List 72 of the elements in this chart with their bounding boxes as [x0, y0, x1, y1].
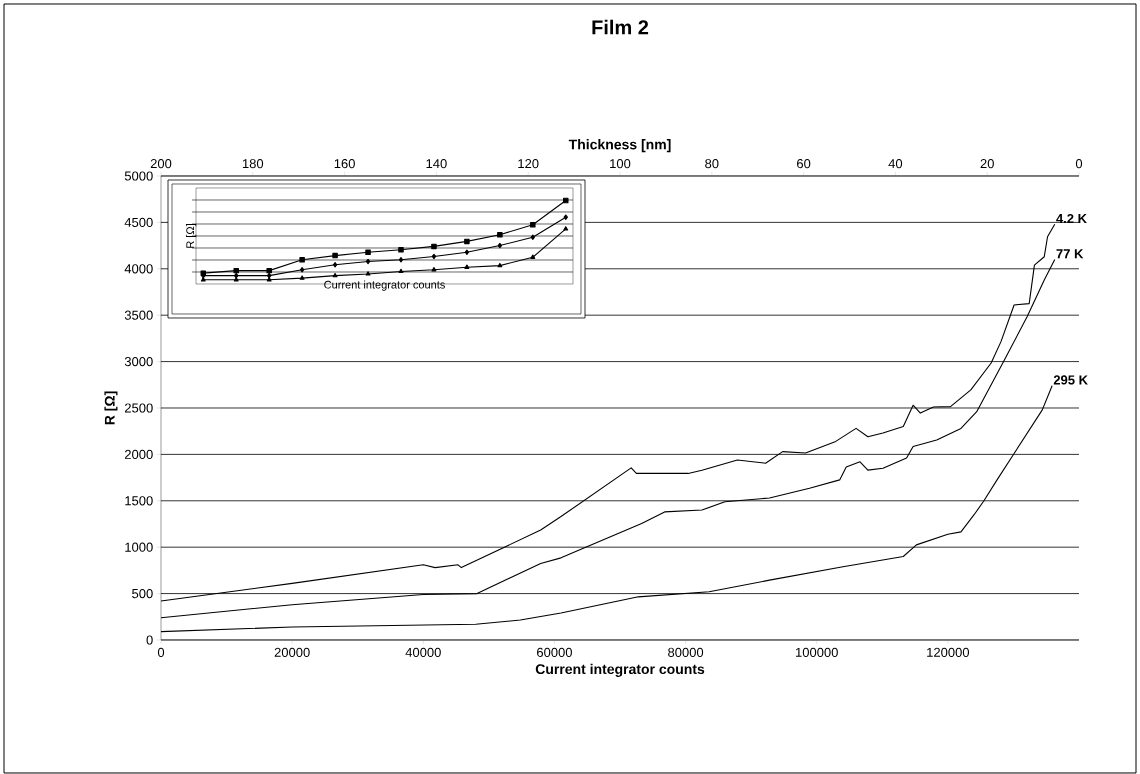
- point: [332, 272, 338, 278]
- series-label: 77 K: [1056, 249, 1084, 259]
- point: [431, 253, 437, 260]
- x-tick-label: 100000: [796, 647, 838, 657]
- point: [497, 242, 503, 249]
- x2-tick-label: 40: [888, 159, 903, 169]
- y-tick-label: 1500: [125, 496, 153, 506]
- chart-title: Film 2: [592, 19, 649, 35]
- y-tick-label: 3500: [124, 310, 153, 320]
- x2-tick-label: 0: [1075, 159, 1083, 169]
- x2-tick-label: 160: [334, 159, 355, 169]
- point: [530, 234, 535, 240]
- x-axis-title: Current integrator counts: [535, 663, 705, 677]
- point: [464, 249, 470, 255]
- point: [266, 267, 272, 274]
- series-label: 4.2 K: [1056, 213, 1087, 224]
- point: [398, 257, 404, 263]
- y-axis-title: R [Ω]: [185, 224, 197, 248]
- x-tick-label: 120000: [927, 647, 970, 657]
- point: [497, 231, 503, 238]
- y-tick-label: 4000: [124, 264, 153, 274]
- x2-tick-label: 60: [797, 159, 811, 169]
- point: [431, 267, 437, 272]
- y-tick-label: 0: [146, 635, 153, 645]
- x2-axis-title: Thickness [nm]: [568, 139, 671, 153]
- point: [266, 272, 272, 279]
- x-tick-label: 80000: [668, 647, 704, 657]
- x-tick-label: 0: [157, 647, 165, 657]
- point: [530, 221, 536, 228]
- point: [365, 258, 371, 265]
- point: [563, 197, 569, 204]
- point: [233, 277, 239, 282]
- point: [365, 249, 371, 255]
- y-tick-label: 2500: [124, 403, 153, 413]
- y-tick-label: 5000: [124, 171, 153, 181]
- point: [299, 267, 305, 273]
- x2-tick-label: 140: [426, 159, 447, 169]
- point: [299, 257, 305, 263]
- y-tick-label: 1000: [125, 542, 153, 552]
- y-tick-label: 500: [132, 588, 153, 599]
- point: [233, 267, 239, 274]
- point: [234, 272, 239, 279]
- point: [398, 247, 404, 253]
- point: [530, 254, 536, 259]
- x2-tick-label: 120: [518, 159, 539, 169]
- y-axis-title: R [Ω]: [104, 391, 118, 425]
- series-label: 295 K: [1053, 375, 1088, 385]
- point: [332, 252, 338, 259]
- point: [266, 277, 272, 282]
- y-tick-label: 4500: [124, 217, 153, 227]
- point: [497, 262, 503, 268]
- point: [464, 238, 470, 245]
- x-tick-label: 20000: [274, 647, 310, 657]
- x-axis-title: Current integrator counts: [324, 280, 445, 291]
- point: [563, 226, 569, 231]
- point: [299, 275, 305, 280]
- point: [464, 264, 470, 269]
- x2-tick-label: 20: [980, 159, 994, 169]
- y-tick-label: 3000: [124, 356, 153, 367]
- y-tick-label: 2000: [124, 449, 153, 459]
- point: [398, 268, 404, 274]
- point: [332, 262, 338, 268]
- x2-tick-label: 200: [150, 159, 172, 169]
- point: [563, 214, 568, 220]
- point: [200, 277, 206, 282]
- x-tick-label: 60000: [537, 647, 572, 657]
- x-tick-label: 40000: [405, 647, 441, 657]
- x2-tick-label: 180: [242, 159, 264, 169]
- x2-tick-label: 80: [705, 159, 719, 169]
- x2-tick-label: 100: [610, 159, 631, 169]
- point: [365, 271, 371, 276]
- point: [431, 243, 437, 250]
